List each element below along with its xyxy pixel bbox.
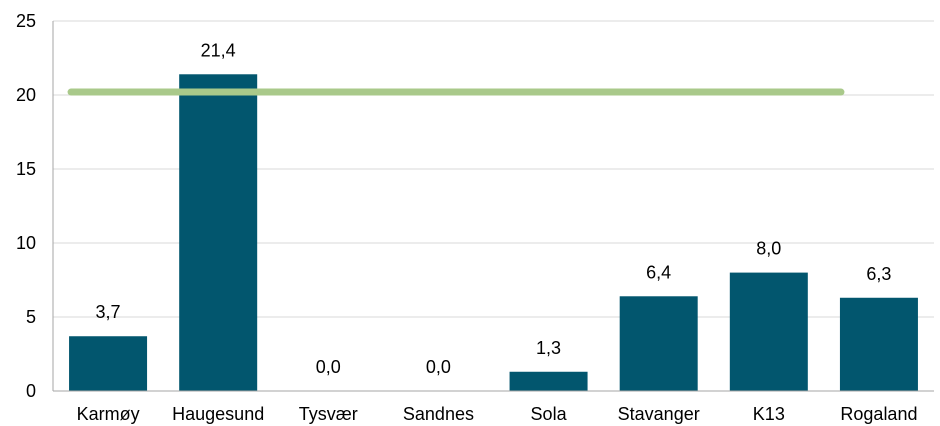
y-tick-label: 15 — [16, 159, 36, 179]
y-tick-label: 0 — [26, 381, 36, 401]
x-category-label: Sola — [531, 404, 568, 424]
y-tick-label: 10 — [16, 233, 36, 253]
x-category-label: K13 — [753, 404, 785, 424]
bar — [619, 296, 698, 391]
x-category-label: Stavanger — [618, 404, 700, 424]
data-label: 21,4 — [201, 40, 236, 60]
bar — [729, 272, 808, 391]
bar — [839, 297, 918, 391]
bar — [509, 371, 588, 391]
y-tick-label: 20 — [16, 85, 36, 105]
data-label: 1,3 — [536, 338, 561, 358]
bar — [179, 74, 258, 391]
data-label: 6,4 — [646, 262, 671, 282]
x-axis-categories: Karmøy Haugesund Tysvær Sandnes Sola Stavange… — [77, 404, 918, 424]
bar — [69, 336, 148, 391]
y-tick-label: 25 — [16, 11, 36, 31]
axes — [52, 21, 934, 392]
data-label: 0,0 — [316, 357, 341, 377]
data-labels: 3,7 21,4 0,0 0,0 1,3 6,4 8,0 6,3 — [96, 40, 892, 377]
y-tick-label: 5 — [26, 307, 36, 327]
bars — [69, 74, 918, 391]
data-label: 3,7 — [96, 302, 121, 322]
x-category-label: Haugesund — [172, 404, 264, 424]
x-category-label: Tysvær — [299, 404, 358, 424]
x-category-label: Sandnes — [403, 404, 474, 424]
data-label: 8,0 — [756, 239, 781, 259]
data-label: 6,3 — [866, 264, 891, 284]
x-category-label: Rogaland — [840, 404, 917, 424]
x-category-label: Karmøy — [77, 404, 140, 424]
y-axis-ticks: 0 5 10 15 20 25 — [16, 11, 36, 401]
data-label: 0,0 — [426, 357, 451, 377]
